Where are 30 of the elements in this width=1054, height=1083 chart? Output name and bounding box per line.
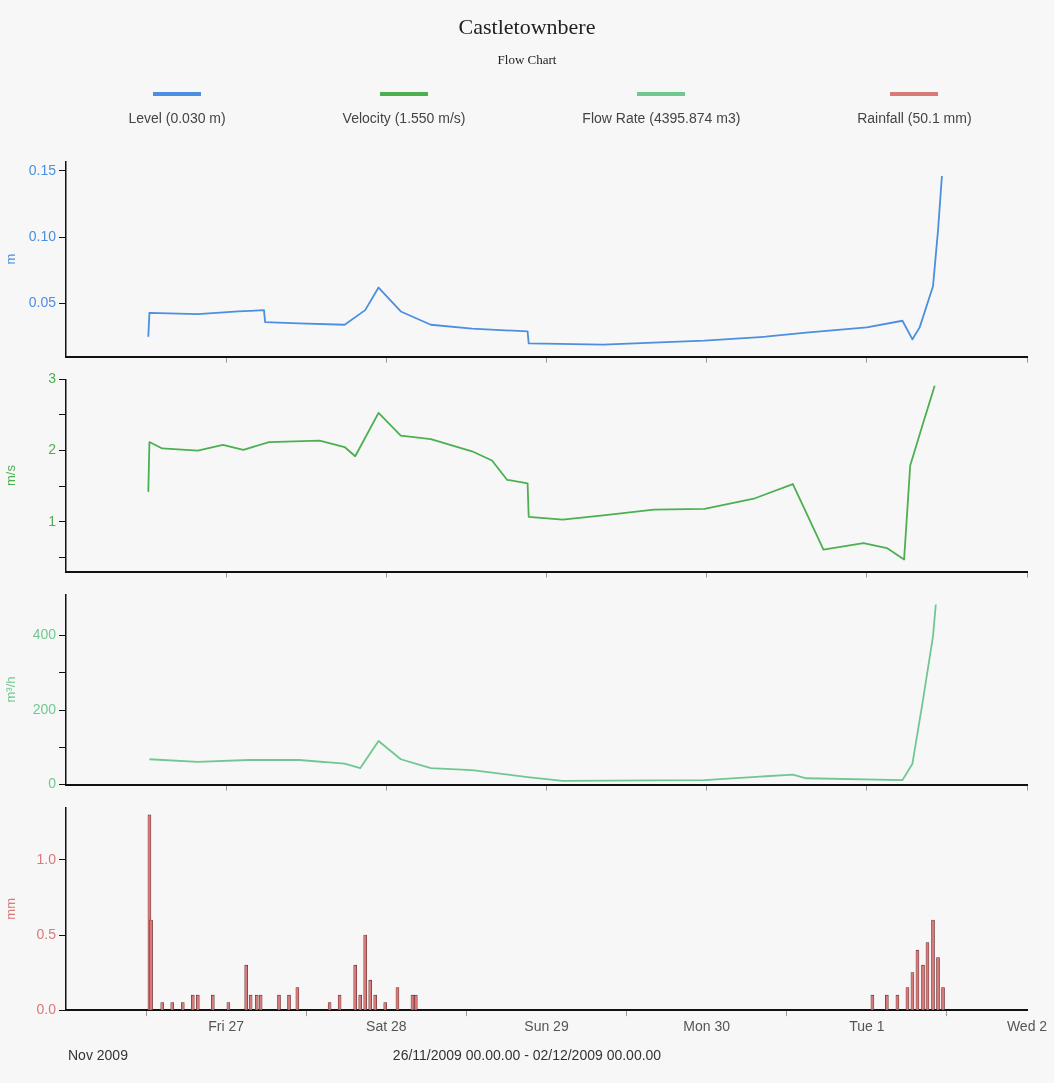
y-axis-title: m³/h xyxy=(3,676,19,703)
x-tick-label: Fri 27 xyxy=(208,1018,245,1035)
legend-label: Rainfall (50.1 mm) xyxy=(857,110,972,126)
y-tick-label: 400 xyxy=(32,626,57,643)
legend-label: Velocity (1.550 m/s) xyxy=(342,110,466,126)
y-tick-label: 1 xyxy=(48,512,57,529)
x-tick-label: Wed 2 xyxy=(1006,1018,1048,1035)
y-tick-label: 0.5 xyxy=(36,925,57,942)
y-axis-title: m xyxy=(3,253,19,265)
y-tick-label: 2 xyxy=(48,441,57,458)
y-tick-label: 200 xyxy=(32,700,57,717)
x-axis-title: 26/11/2009 00.00.00 - 02/12/2009 00.00.00 xyxy=(392,1047,662,1063)
chart-title: Castletownbere xyxy=(457,14,597,40)
legend-label: Flow Rate (4395.874 m3) xyxy=(582,110,741,126)
y-tick-label: 3 xyxy=(48,370,57,387)
y-tick-label: 0 xyxy=(48,775,57,792)
chart-subtitle: Flow Chart xyxy=(496,52,558,68)
y-tick-label: 0.0 xyxy=(36,1001,57,1018)
y-tick-label: 0.05 xyxy=(28,294,57,311)
text: Nov 2009 xyxy=(68,1047,128,1063)
y-axis-title: mm xyxy=(3,897,19,920)
x-tick-label: Mon 30 xyxy=(683,1018,731,1035)
x-tick-label: Tue 1 xyxy=(849,1018,885,1035)
y-axis-title: m/s xyxy=(3,464,19,486)
x-tick-label: Sat 28 xyxy=(366,1018,407,1035)
legend-label: Level (0.030 m) xyxy=(128,110,226,126)
x-tick-label: Sun 29 xyxy=(524,1018,569,1035)
y-tick-label: 1.0 xyxy=(36,850,57,867)
y-tick-label: 0.15 xyxy=(28,161,57,178)
y-tick-label: 0.10 xyxy=(28,227,57,244)
